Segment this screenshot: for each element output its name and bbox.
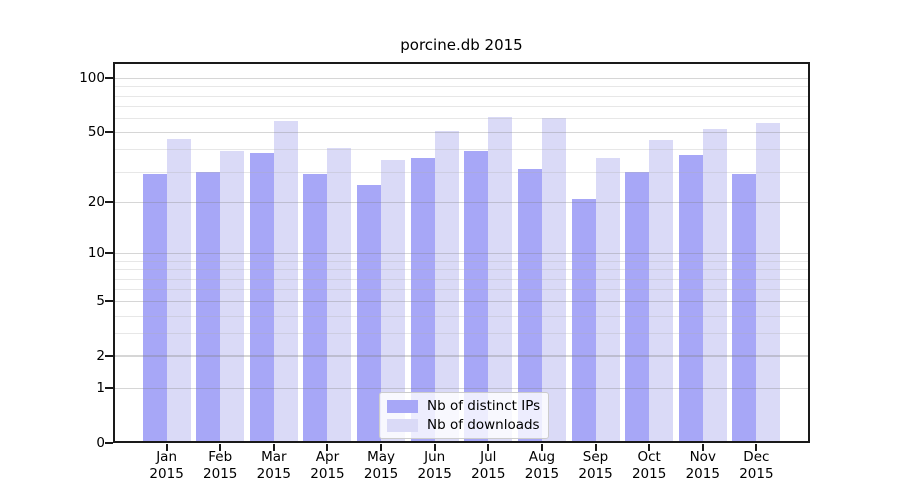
y-axis-tick-mark: [105, 442, 113, 444]
x-axis-tick-label: Nov 2015: [685, 449, 720, 482]
x-axis-tick-label: Mar 2015: [256, 449, 292, 482]
y-axis-tick-label: 2: [96, 348, 105, 365]
bar-nb-of-downloads-jan: [166, 138, 191, 443]
x-axis-tick-mark: [648, 444, 651, 451]
gridline-minor: [113, 149, 810, 151]
bar-nb-of-distinct-ips-nov: [678, 155, 703, 443]
gridline-major: [113, 131, 810, 133]
x-axis-tick-label: Aug 2015: [524, 449, 560, 482]
y-axis-tick-label: 100: [79, 70, 105, 87]
bar-nb-of-downloads-oct: [649, 140, 674, 443]
legend-swatch-distinct-ips-icon: [387, 399, 418, 413]
bar-nb-of-distinct-ips-feb: [196, 171, 221, 443]
bar-nb-of-downloads-dec: [756, 123, 781, 443]
x-axis-tick-label: Sep 2015: [578, 449, 613, 482]
x-axis-tick-mark: [219, 444, 222, 451]
y-axis-tick-mark: [105, 300, 113, 303]
x-axis-tick-label: Apr 2015: [310, 449, 345, 482]
gridline-major: [113, 252, 810, 255]
gridline-major: [113, 387, 810, 389]
bar-nb-of-downloads-nov: [702, 129, 727, 443]
y-axis-tick-label: 10: [87, 245, 105, 262]
y-axis-tick-mark: [105, 252, 113, 255]
gridline-minor: [113, 315, 810, 317]
x-axis-tick-mark: [755, 444, 758, 451]
x-axis-tick-mark: [433, 444, 436, 451]
x-axis-tick-mark: [326, 444, 329, 451]
gridline-minor: [113, 261, 810, 262]
x-axis-tick-mark: [165, 444, 168, 451]
bar-nb-of-distinct-ips-dec: [732, 174, 757, 443]
x-axis-tick-label: Jul 2015: [471, 449, 506, 482]
chart-title: porcine.db 2015: [400, 36, 523, 54]
y-axis-tick-mark: [105, 387, 113, 390]
bar-nb-of-downloads-aug: [541, 118, 566, 443]
plot-area: Nb of distinct IPs Nb of downloads: [113, 62, 810, 443]
bar-nb-of-distinct-ips-sep: [571, 198, 596, 443]
bar-nb-of-distinct-ips-oct: [625, 171, 650, 443]
x-axis-tick-label: Oct 2015: [631, 449, 667, 482]
gridline-minor: [113, 278, 810, 280]
y-axis-tick-mark: [105, 355, 113, 358]
y-axis-tick-label: 20: [87, 194, 105, 211]
gridline-major: [113, 355, 810, 357]
bar-nb-of-distinct-ips-jan: [142, 174, 167, 443]
x-axis-tick-mark: [272, 444, 275, 451]
x-axis-tick-label: May 2015: [363, 449, 399, 482]
y-axis-tick-label: 0: [96, 435, 105, 451]
y-axis-tick-label: 5: [96, 293, 105, 310]
gridline-minor: [113, 289, 810, 291]
legend-label-distinct-ips: Nb of distinct IPs: [427, 398, 541, 414]
gridline-major: [113, 201, 810, 204]
legend: Nb of distinct IPs Nb of downloads: [379, 392, 550, 439]
bar-nb-of-downloads-sep: [595, 157, 620, 443]
x-axis-tick-label: Feb 2015: [203, 449, 238, 482]
gridline-major: [113, 300, 810, 303]
gridline-minor: [113, 269, 810, 271]
legend-label-downloads: Nb of downloads: [427, 417, 540, 433]
legend-item-downloads: Nb of downloads: [387, 417, 540, 433]
y-axis-tick-label: 1: [96, 380, 105, 397]
legend-item-distinct-ips: Nb of distinct IPs: [387, 398, 540, 414]
gridline-minor: [113, 106, 810, 108]
bar-nb-of-downloads-mar: [273, 120, 298, 443]
gridline-major: [113, 77, 810, 79]
y-axis-tick-mark: [105, 77, 113, 80]
bar-nb-of-downloads-jun: [434, 130, 459, 443]
x-axis-tick-mark: [380, 444, 383, 451]
gridline-minor: [113, 118, 810, 120]
legend-swatch-downloads-icon: [387, 418, 418, 432]
gridline-minor: [113, 95, 810, 97]
x-axis-tick-label: Jan 2015: [149, 449, 184, 482]
x-axis-tick-mark: [540, 444, 543, 451]
y-axis-tick-mark: [105, 201, 113, 204]
x-axis-tick-mark: [487, 444, 490, 451]
x-axis-tick-mark: [701, 444, 704, 451]
bar-nb-of-downloads-jul: [488, 116, 513, 443]
bar-nb-of-distinct-ips-may: [357, 185, 382, 443]
bar-nb-of-distinct-ips-mar: [249, 153, 274, 443]
x-axis-tick-label: Dec 2015: [739, 449, 774, 482]
gridline-minor: [113, 86, 810, 88]
gridline-minor: [113, 171, 810, 173]
bar-nb-of-downloads-feb: [220, 151, 245, 443]
bar-nb-of-downloads-apr: [327, 147, 352, 443]
x-axis-tick-mark: [594, 444, 597, 451]
y-axis-tick-mark: [105, 131, 113, 134]
bar-nb-of-distinct-ips-apr: [303, 174, 328, 443]
y-axis-tick-label: 50: [87, 124, 105, 141]
x-axis-tick-label: Jun 2015: [417, 449, 452, 482]
gridline-minor: [113, 333, 810, 335]
